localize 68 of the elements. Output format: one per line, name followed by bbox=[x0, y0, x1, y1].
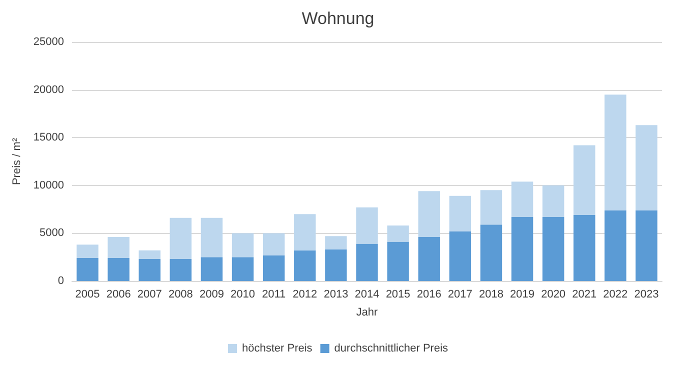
bar bbox=[418, 191, 440, 238]
bar bbox=[542, 216, 564, 281]
x-tick-label: 2008 bbox=[168, 288, 193, 300]
bar bbox=[449, 231, 472, 281]
x-tick-label: 2006 bbox=[106, 288, 131, 300]
bar bbox=[294, 250, 316, 281]
bar bbox=[232, 233, 254, 258]
bar bbox=[418, 237, 440, 281]
x-tick-label: 2019 bbox=[510, 288, 535, 300]
bar bbox=[356, 244, 378, 281]
bar bbox=[138, 250, 160, 260]
x-tick-label: 2011 bbox=[262, 288, 286, 300]
x-tick-label: 2021 bbox=[572, 288, 597, 300]
bar bbox=[511, 182, 534, 217]
x-tick-label: 2013 bbox=[324, 288, 348, 300]
y-tick-label: 25000 bbox=[33, 36, 64, 48]
bar bbox=[542, 185, 564, 217]
bar bbox=[356, 207, 378, 244]
x-tick-label: 2020 bbox=[541, 288, 566, 300]
y-tick-label: 20000 bbox=[33, 84, 64, 96]
x-tick-label: 2015 bbox=[386, 288, 410, 300]
x-tick-label: 2016 bbox=[416, 288, 442, 300]
bar bbox=[604, 94, 626, 210]
legend-label: höchster Preis bbox=[242, 342, 313, 354]
bar bbox=[387, 226, 409, 242]
bar bbox=[138, 259, 160, 281]
bar bbox=[636, 210, 658, 281]
x-tick-label: 2012 bbox=[292, 288, 318, 300]
bar bbox=[449, 196, 472, 232]
bar bbox=[200, 218, 223, 258]
x-tick-label: 2007 bbox=[137, 288, 162, 300]
x-tick-label: 2014 bbox=[354, 288, 380, 300]
bar bbox=[480, 224, 502, 281]
bar bbox=[574, 215, 596, 281]
bar bbox=[108, 258, 130, 281]
x-tick-label: 2010 bbox=[230, 288, 256, 300]
bar bbox=[387, 242, 409, 281]
y-tick-label: 10000 bbox=[33, 179, 64, 192]
bar bbox=[511, 216, 534, 281]
bar bbox=[480, 190, 502, 225]
bar bbox=[76, 258, 98, 281]
x-tick-label: 2023 bbox=[634, 288, 659, 300]
bar bbox=[325, 249, 347, 281]
bar bbox=[76, 244, 98, 258]
y-tick-label: 5000 bbox=[40, 227, 64, 240]
x-tick-label: 2018 bbox=[478, 288, 504, 300]
x-tick-label: 2009 bbox=[199, 288, 224, 300]
x-tick-label: 2022 bbox=[603, 288, 628, 300]
bar bbox=[574, 145, 596, 216]
bar bbox=[170, 218, 192, 260]
bar bbox=[170, 259, 192, 281]
bar bbox=[604, 210, 626, 281]
bar bbox=[262, 255, 285, 281]
bar bbox=[294, 214, 316, 250]
y-axis-title: Preis / m² bbox=[11, 138, 24, 186]
bar bbox=[262, 233, 285, 256]
y-tick-label: 15000 bbox=[33, 132, 64, 144]
chart-title: Wohnung bbox=[302, 9, 374, 28]
bar bbox=[636, 125, 658, 210]
bar bbox=[232, 257, 254, 281]
x-axis-title: Jahr bbox=[356, 306, 378, 318]
bar bbox=[200, 257, 223, 281]
legend-label: durchschnittlicher Preis bbox=[334, 342, 449, 354]
x-tick-label: 2017 bbox=[448, 288, 472, 300]
x-tick-label: 2005 bbox=[75, 288, 100, 300]
y-tick-label: 0 bbox=[58, 275, 64, 287]
bar bbox=[108, 237, 130, 258]
bar bbox=[325, 236, 347, 250]
